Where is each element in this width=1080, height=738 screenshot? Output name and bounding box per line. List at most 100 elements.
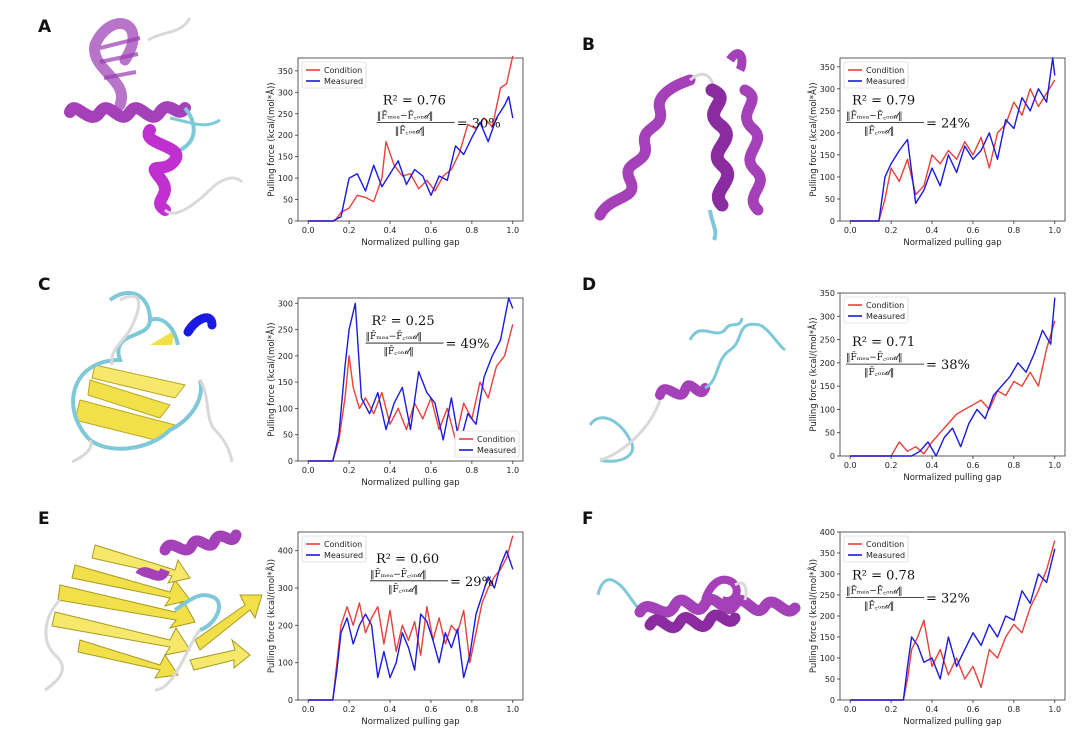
y-tick-label: 100 bbox=[820, 173, 835, 182]
chart-e: 0.0 0.2 0.4 0.6 0.8 1.0 0 100 200 300 400 Normalize… bbox=[265, 531, 524, 727]
protein-structure-c bbox=[71, 290, 234, 464]
legend-label: Condition bbox=[324, 540, 362, 549]
series-line-measured bbox=[850, 548, 1056, 701]
x-tick-label: 0.2 bbox=[885, 226, 898, 235]
x-tick-label: 1.0 bbox=[506, 705, 519, 714]
y-tick-label: 300 bbox=[278, 299, 293, 308]
x-tick-label: 0.4 bbox=[926, 226, 939, 235]
y-tick-label: 300 bbox=[820, 570, 835, 579]
y-axis-label: Pulling force (kcal/(mol*Å)) bbox=[807, 317, 819, 431]
x-tick-label: 0.8 bbox=[1007, 705, 1020, 714]
panel-letter-a: A bbox=[38, 17, 52, 37]
x-tick-label: 1.0 bbox=[1048, 226, 1061, 235]
y-tick-label: 0 bbox=[830, 696, 835, 705]
y-tick-label: 400 bbox=[278, 547, 293, 556]
protein-structure-d bbox=[588, 317, 786, 463]
y-tick-label: 100 bbox=[278, 404, 293, 413]
y-tick-label: 300 bbox=[820, 312, 835, 321]
ratio-denominator: ‖F̄꜀ₒₙ𝒹‖ bbox=[395, 125, 425, 137]
panel-letter-f: F bbox=[582, 509, 594, 529]
series-line-condition bbox=[850, 540, 1056, 701]
ratio-numerator: ‖F̄ₘₑₐ−F̄꜀ₒₙ𝒹‖ bbox=[846, 585, 903, 597]
legend: Condition Measured bbox=[843, 535, 909, 563]
chart-b: 0.0 0.2 0.4 0.6 0.8 1.0 0 50 100 150 200 250 300 350 N… bbox=[807, 57, 1066, 248]
series-line-condition bbox=[850, 79, 1056, 222]
y-tick-label: 250 bbox=[820, 107, 835, 116]
y-axis-label: Pulling force (kcal/(mol*Å)) bbox=[265, 82, 277, 196]
x-tick-label: 0.4 bbox=[926, 705, 939, 714]
legend-label: Condition bbox=[866, 301, 904, 310]
x-tick-label: 0.6 bbox=[967, 461, 980, 470]
y-tick-label: 150 bbox=[820, 382, 835, 391]
y-tick-label: 50 bbox=[825, 429, 835, 438]
y-tick-label: 200 bbox=[278, 352, 293, 361]
x-tick-label: 0.6 bbox=[425, 705, 438, 714]
legend-label: Measured bbox=[866, 77, 905, 86]
y-tick-label: 350 bbox=[820, 63, 835, 72]
y-tick-label: 0 bbox=[288, 217, 293, 226]
ratio-value: = 24% bbox=[926, 117, 970, 132]
r2-annotation: R² = 0.79 bbox=[852, 94, 915, 109]
y-tick-label: 300 bbox=[278, 88, 293, 97]
ratio-numerator: ‖F̄ₘₑₐ−F̄꜀ₒₙ𝒹‖ bbox=[846, 110, 903, 122]
legend-label: Condition bbox=[866, 66, 904, 75]
y-tick-label: 200 bbox=[820, 359, 835, 368]
y-tick-label: 0 bbox=[830, 217, 835, 226]
x-tick-label: 0.6 bbox=[967, 226, 980, 235]
ratio-value: = 29% bbox=[450, 575, 494, 590]
legend-label: Measured bbox=[324, 551, 363, 560]
x-tick-label: 0.2 bbox=[343, 226, 356, 235]
x-axis-label: Normalized pulling gap bbox=[361, 238, 459, 248]
x-tick-label: 0.0 bbox=[302, 705, 315, 714]
protein-structure-b bbox=[594, 49, 766, 241]
y-tick-label: 0 bbox=[288, 696, 293, 705]
y-tick-label: 100 bbox=[278, 659, 293, 668]
plot-frame bbox=[297, 531, 524, 701]
x-tick-label: 0.8 bbox=[1007, 461, 1020, 470]
x-axis-label: Normalized pulling gap bbox=[903, 473, 1001, 483]
x-tick-label: 0.2 bbox=[885, 705, 898, 714]
x-axis-label: Normalized pulling gap bbox=[361, 478, 459, 488]
plot-frame bbox=[297, 297, 524, 462]
y-tick-label: 0 bbox=[830, 452, 835, 461]
plot-frame bbox=[839, 292, 1066, 457]
ratio-denominator: ‖F̄꜀ₒₙ𝒹‖ bbox=[864, 125, 894, 137]
y-tick-label: 100 bbox=[820, 654, 835, 663]
series-line-measured bbox=[308, 550, 514, 701]
series-line-measured bbox=[308, 297, 514, 462]
legend-label: Measured bbox=[866, 551, 905, 560]
x-tick-label: 0.0 bbox=[302, 226, 315, 235]
x-tick-label: 0.2 bbox=[885, 461, 898, 470]
legend: Condition Measured bbox=[843, 296, 909, 324]
y-tick-label: 200 bbox=[278, 621, 293, 630]
legend: Condition Measured bbox=[843, 61, 909, 89]
x-tick-label: 0.8 bbox=[1007, 226, 1020, 235]
panel-letter-d: D bbox=[582, 275, 596, 295]
x-tick-label: 1.0 bbox=[506, 226, 519, 235]
x-tick-label: 0.4 bbox=[384, 705, 397, 714]
panel-letter-c: C bbox=[38, 275, 50, 295]
y-tick-label: 200 bbox=[820, 612, 835, 621]
legend: Condition Measured bbox=[301, 535, 367, 563]
protein-structure-f bbox=[596, 575, 801, 634]
x-tick-label: 0.2 bbox=[343, 466, 356, 475]
legend-label: Measured bbox=[324, 77, 363, 86]
x-tick-label: 0.4 bbox=[384, 226, 397, 235]
ratio-denominator: ‖F̄꜀ₒₙ𝒹‖ bbox=[388, 583, 418, 595]
x-axis-label: Normalized pulling gap bbox=[361, 717, 459, 727]
y-tick-label: 150 bbox=[278, 153, 293, 162]
y-tick-label: 250 bbox=[820, 591, 835, 600]
x-tick-label: 0.2 bbox=[343, 705, 356, 714]
y-tick-label: 50 bbox=[825, 195, 835, 204]
r2-annotation: R² = 0.76 bbox=[383, 94, 446, 109]
r2-annotation: R² = 0.25 bbox=[372, 314, 435, 329]
ratio-value: = 38% bbox=[926, 358, 970, 373]
y-tick-label: 300 bbox=[278, 584, 293, 593]
panel-letter-e: E bbox=[38, 509, 50, 529]
r2-annotation: R² = 0.78 bbox=[852, 569, 915, 584]
x-tick-label: 0.6 bbox=[425, 226, 438, 235]
legend: Condition Measured bbox=[301, 61, 367, 89]
y-tick-label: 350 bbox=[820, 549, 835, 558]
x-tick-label: 0.6 bbox=[967, 705, 980, 714]
